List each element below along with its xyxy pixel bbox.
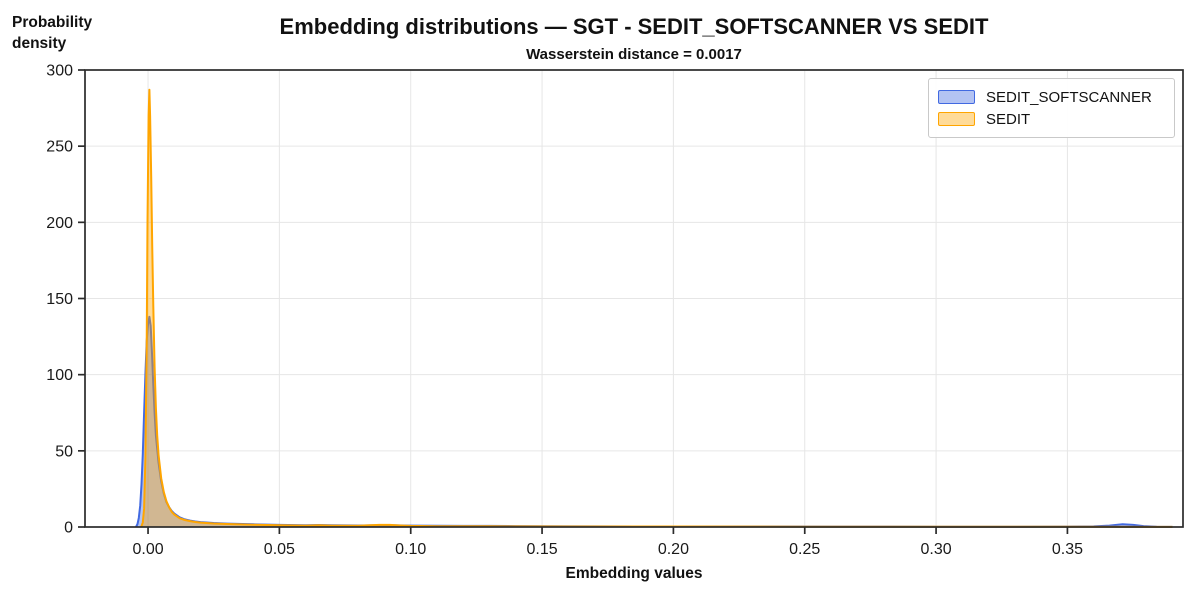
x-tick-label: 0.15 [526,541,557,558]
chart-subtitle: Wasserstein distance = 0.0017 [526,46,742,63]
x-tick-label: 0.05 [264,541,295,558]
x-tick-label: 0.30 [921,541,952,558]
y-tick-label: 250 [46,139,73,156]
x-axis-label: Embedding values [565,565,703,582]
legend-item-sedit: SEDIT [938,108,1164,130]
y-tick-label: 300 [46,63,73,80]
y-tick-label: 100 [46,367,73,384]
x-tick-label: 0.25 [789,541,820,558]
legend-swatch-orange-icon [938,112,975,126]
x-tick-label: 0.35 [1052,541,1083,558]
legend: SEDIT_SOFTSCANNER SEDIT [928,78,1175,138]
y-tick-label: 0 [64,520,73,537]
y-tick-label: 50 [55,443,73,460]
legend-label-sedit: SEDIT [986,110,1031,128]
y-tick-label: 150 [46,291,73,308]
legend-item-sedit-softscanner: SEDIT_SOFTSCANNER [938,86,1164,108]
y-axis-label-line1: Probability [12,14,93,31]
legend-label-sedit-softscanner: SEDIT_SOFTSCANNER [986,88,1152,106]
kde-line-sedit [140,88,1173,528]
y-axis-label: Probability density [12,12,92,54]
legend-swatch-blue-icon [938,90,975,104]
chart-title: Embedding distributions — SGT - SEDIT_SO… [279,14,989,39]
x-tick-label: 0.20 [658,541,689,558]
kde-line-sedit_softscanner [135,315,1173,528]
x-tick-label: 0.10 [395,541,426,558]
x-tick-label: 0.00 [132,541,163,558]
y-tick-label: 200 [46,215,73,232]
y-axis-label-line2: density [12,35,67,52]
kde-fill-sedit [141,89,1173,528]
kde-fill-sedit_softscanner [136,316,1173,527]
